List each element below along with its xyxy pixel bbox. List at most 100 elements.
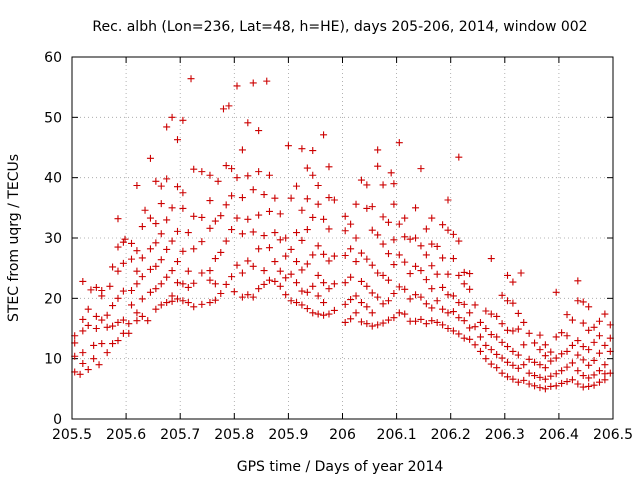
data-point [536,331,544,339]
data-point [439,321,447,329]
data-point [352,258,360,266]
data-point [504,271,512,279]
data-point [325,310,333,318]
data-point [233,261,241,269]
data-point [187,75,195,83]
data-point [157,256,165,264]
data-point [428,285,436,293]
data-point [109,302,117,310]
data-point [466,270,474,278]
data-point [320,311,328,319]
data-point [357,277,365,285]
data-point [439,221,447,229]
data-point [384,276,392,284]
data-point [520,341,528,349]
data-point [347,220,355,228]
data-point [293,299,301,307]
data-point [471,323,479,331]
data-point [309,309,317,317]
data-point [374,321,382,329]
data-point [146,245,154,253]
data-point [163,216,171,224]
data-point [309,251,317,259]
data-point [92,325,100,332]
data-point [238,230,246,238]
data-point [121,235,129,243]
data-point [179,189,187,197]
data-point [125,320,133,328]
data-point [249,186,257,194]
data-point [498,320,506,328]
data-point [128,255,136,263]
data-point [352,200,360,208]
data-point [173,279,181,287]
data-point [487,360,495,368]
data-point [541,364,549,372]
data-point [363,320,371,328]
data-point [357,299,365,307]
data-point [217,212,225,220]
y-tick-label: 0 [53,412,62,428]
data-point [119,238,127,246]
data-point [449,308,457,316]
data-point [152,305,160,313]
data-point [228,273,236,281]
data-point [579,343,587,351]
axis-ticks: 205.5 205.6 205.7 205.8 205.9 206 206.1 206.2 20… [44,50,633,443]
data-point [520,361,528,369]
data-point [579,298,587,306]
data-point [417,267,425,275]
data-point [498,354,506,362]
data-point [387,169,395,177]
data-point [152,239,160,247]
data-point [233,174,241,182]
data-point [244,172,252,180]
y-tick-label: 50 [44,110,62,126]
data-point [119,316,127,324]
data-point [325,225,333,233]
data-point [168,113,176,121]
data-point [390,290,398,298]
data-point [228,192,236,200]
data-point [173,183,181,191]
data-point [260,280,268,288]
data-point [585,303,593,311]
data-point [595,367,603,375]
data-point [173,227,181,235]
data-point [225,102,233,110]
data-point [184,283,192,291]
data-point [595,349,603,357]
data-point [146,288,154,296]
data-point [444,291,452,299]
data-point [412,317,420,325]
data-point [276,236,284,244]
data-point [287,270,295,278]
data-point [363,303,371,311]
data-point [282,234,290,242]
y-tick-label: 10 [44,352,62,368]
data-point [222,237,230,245]
data-point [374,269,382,277]
data-point [439,254,447,262]
data-point [157,200,165,208]
data-point [222,201,230,209]
data-point [341,251,349,259]
y-tick-label: 20 [44,291,62,307]
data-point [144,317,152,325]
data-point [168,267,176,275]
data-point [585,346,593,354]
data-point [406,235,414,243]
data-point [138,223,146,231]
data-point [466,285,474,293]
data-point [282,274,290,282]
data-point [390,314,398,322]
data-point [298,266,306,274]
data-point [574,297,582,305]
data-point [190,165,198,173]
data-point [352,292,360,300]
data-point [509,299,517,307]
chart-title: Rec. albh (Lon=236, Lat=48, h=HE), days … [92,19,587,35]
data-point [103,311,111,319]
data-point [493,364,501,372]
data-point [363,204,371,212]
